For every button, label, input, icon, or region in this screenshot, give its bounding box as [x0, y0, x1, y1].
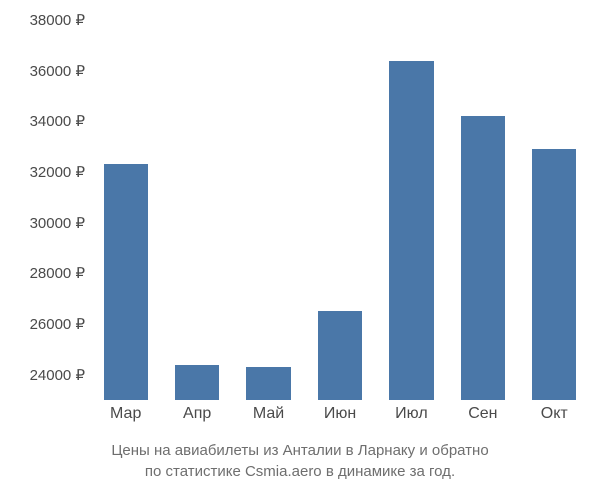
chart-caption: Цены на авиабилеты из Анталии в Ларнаку …	[0, 440, 600, 482]
bars-container	[90, 20, 590, 400]
x-tick-label: Май	[253, 405, 284, 423]
bar	[104, 164, 148, 400]
x-tick-label: Мар	[110, 405, 141, 423]
x-tick-label: Сен	[468, 405, 497, 423]
y-tick-label: 36000 ₽	[30, 62, 85, 80]
bar	[389, 61, 433, 400]
bar	[246, 367, 290, 400]
bar	[461, 116, 505, 400]
y-tick-label: 30000 ₽	[30, 214, 85, 232]
y-tick-label: 26000 ₽	[30, 315, 85, 333]
y-tick-label: 24000 ₽	[30, 366, 85, 384]
caption-line-2: по статистике Csmia.aero в динамике за г…	[145, 463, 455, 480]
y-tick-label: 32000 ₽	[30, 163, 85, 181]
plot-area	[90, 20, 590, 400]
y-tick-label: 34000 ₽	[30, 112, 85, 130]
bar	[318, 311, 362, 400]
bar	[532, 149, 576, 400]
x-tick-label: Июн	[324, 405, 356, 423]
x-tick-label: Апр	[183, 405, 211, 423]
caption-line-1: Цены на авиабилеты из Анталии в Ларнаку …	[111, 442, 488, 459]
bar	[175, 365, 219, 400]
x-tick-label: Окт	[541, 405, 568, 423]
y-tick-label: 28000 ₽	[30, 264, 85, 282]
x-tick-label: Июл	[395, 405, 427, 423]
price-chart: Цены на авиабилеты из Анталии в Ларнаку …	[0, 0, 600, 500]
y-tick-label: 38000 ₽	[30, 11, 85, 29]
